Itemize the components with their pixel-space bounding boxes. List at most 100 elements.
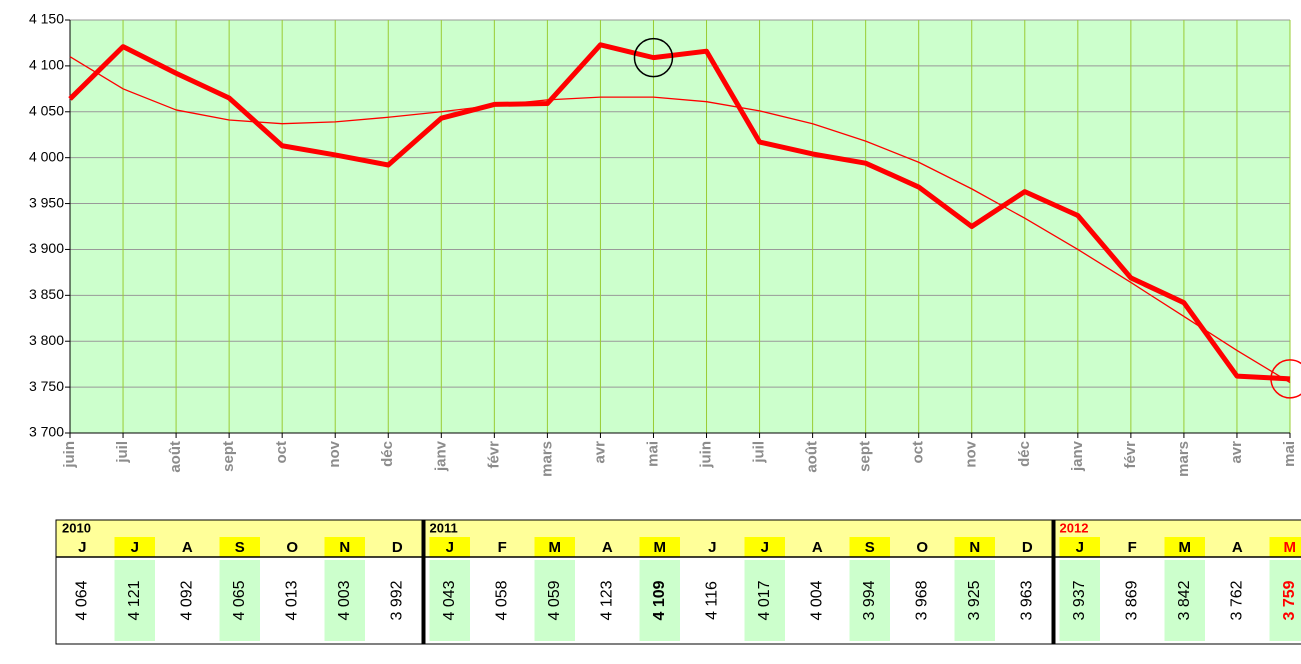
value-label: 4 109 — [651, 580, 668, 620]
table-border — [55, 519, 1301, 645]
month-highlight — [1269, 537, 1301, 557]
value-highlight — [429, 560, 470, 641]
y-tick-label: 3 700 — [29, 424, 64, 440]
value-label: 4 017 — [756, 580, 773, 620]
month-label: J — [131, 539, 139, 556]
month-label: F — [1128, 539, 1137, 556]
month-highlight — [429, 537, 470, 557]
y-tick-label: 4 150 — [29, 11, 64, 27]
year-label: 2010 — [62, 520, 91, 535]
value-label: 4 004 — [808, 580, 825, 620]
x-tick-label: oct — [910, 441, 927, 464]
value-highlight — [114, 560, 155, 641]
value-highlight — [744, 560, 785, 641]
year-label: 2012 — [1060, 520, 1089, 535]
month-label: A — [812, 539, 823, 556]
y-tick-label: 3 800 — [29, 332, 64, 348]
x-tick-label: avr — [591, 441, 608, 464]
x-tick-label: mars — [1175, 441, 1192, 477]
value-label: 3 842 — [1176, 580, 1193, 620]
month-highlight — [114, 537, 155, 557]
month-highlight — [1059, 537, 1100, 557]
value-label: 4 123 — [598, 580, 615, 620]
y-tick-label: 4 100 — [29, 57, 64, 73]
month-label: N — [969, 539, 980, 556]
value-highlight — [219, 560, 260, 641]
x-tick-label: mars — [538, 441, 555, 477]
month-label: J — [446, 539, 454, 556]
value-label: 4 064 — [73, 580, 90, 620]
value-label: 4 043 — [441, 580, 458, 620]
value-label: 4 003 — [336, 580, 353, 620]
month-highlight — [219, 537, 260, 557]
month-label: D — [1022, 539, 1033, 556]
value-label: 3 925 — [966, 580, 983, 620]
month-label: F — [498, 539, 507, 556]
y-tick-label: 3 750 — [29, 378, 64, 394]
x-tick-label: janv — [1069, 440, 1086, 472]
month-label: O — [286, 539, 298, 556]
month-highlight — [1164, 537, 1205, 557]
month-highlight — [954, 537, 995, 557]
x-tick-label: nov — [326, 440, 343, 467]
month-label: M — [1284, 539, 1297, 556]
value-highlight — [534, 560, 575, 641]
month-label: S — [235, 539, 245, 556]
year-label: 2011 — [430, 520, 458, 535]
value-label: 3 963 — [1018, 580, 1035, 620]
highlight-circle — [1270, 359, 1301, 399]
month-highlight — [639, 537, 680, 557]
month-label: D — [392, 539, 403, 556]
month-label: J — [78, 539, 86, 556]
month-highlight — [744, 537, 785, 557]
y-tick-label: 3 850 — [29, 286, 64, 302]
x-tick-label: oct — [273, 441, 290, 464]
value-label: 4 092 — [178, 580, 195, 620]
y-tick-label: 3 950 — [29, 194, 64, 210]
value-label: 3 759 — [1281, 580, 1298, 620]
x-tick-label: sept — [857, 441, 874, 472]
value-label: 4 121 — [126, 580, 143, 620]
trend-line — [69, 56, 1291, 384]
month-label: S — [865, 539, 875, 556]
plot-area — [70, 20, 1290, 433]
value-label: 3 869 — [1123, 580, 1140, 620]
month-highlight — [324, 537, 365, 557]
value-highlight — [954, 560, 995, 641]
value-label: 3 968 — [913, 580, 930, 620]
x-tick-label: déc — [1016, 441, 1033, 467]
x-tick-label: sept — [220, 441, 237, 472]
value-label: 4 058 — [493, 580, 510, 620]
month-highlight — [849, 537, 890, 557]
x-tick-label: févr — [485, 441, 502, 469]
month-label: N — [339, 539, 350, 556]
x-tick-label: août — [804, 441, 821, 473]
month-label: J — [761, 539, 769, 556]
value-label: 4 065 — [231, 580, 248, 620]
x-tick-label: août — [167, 441, 184, 473]
value-highlight — [849, 560, 890, 641]
value-label: 4 059 — [546, 580, 563, 620]
month-label: O — [916, 539, 928, 556]
value-highlight — [1059, 560, 1100, 641]
value-highlight — [324, 560, 365, 641]
month-highlight — [534, 537, 575, 557]
month-label: A — [602, 539, 613, 556]
x-tick-label: mai — [1281, 441, 1298, 467]
value-label: 4 013 — [283, 580, 300, 620]
data-line — [68, 42, 1291, 382]
month-label: M — [654, 539, 667, 556]
x-tick-label: nov — [963, 440, 980, 467]
month-label: A — [182, 539, 193, 556]
value-label: 3 992 — [388, 580, 405, 620]
value-highlight — [639, 560, 680, 641]
month-label: J — [1076, 539, 1084, 556]
value-label: 3 762 — [1228, 580, 1245, 620]
value-highlight — [1164, 560, 1205, 641]
value-label: 3 994 — [861, 580, 878, 620]
x-tick-label: déc — [379, 441, 396, 467]
y-tick-label: 3 900 — [29, 240, 64, 256]
x-tick-label: juil — [751, 441, 768, 464]
highlight-circle — [633, 37, 674, 78]
